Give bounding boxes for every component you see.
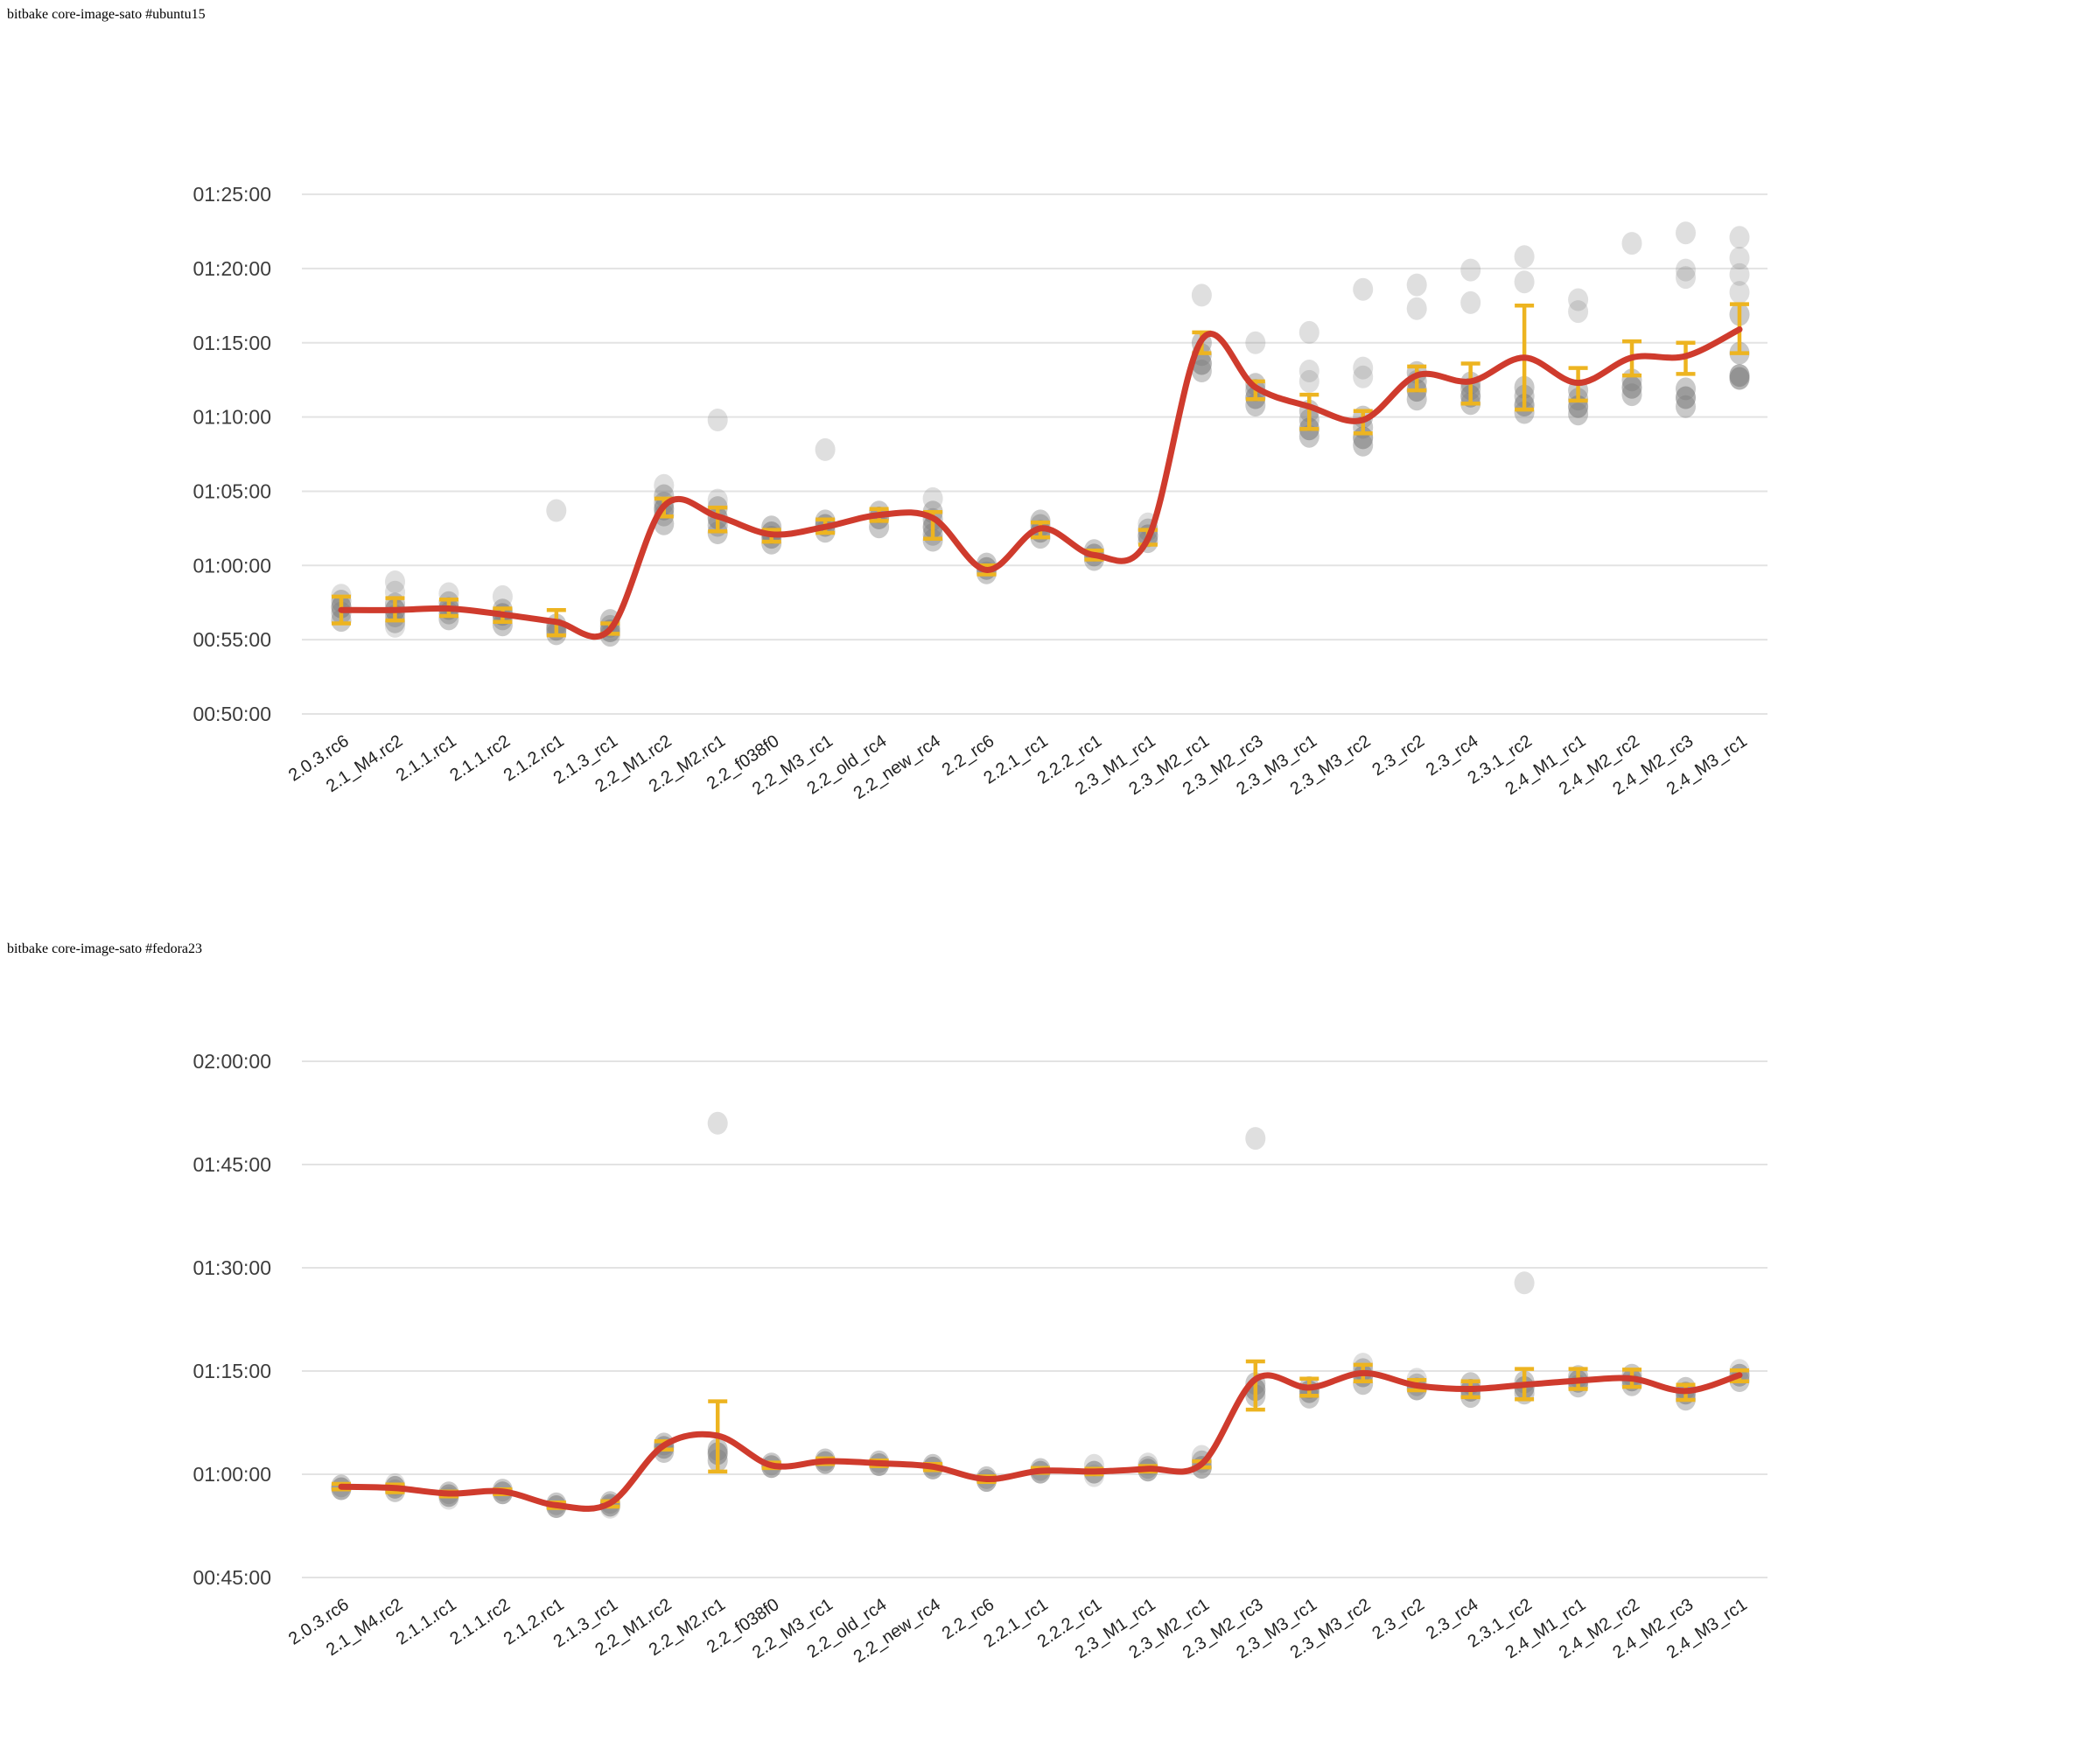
x-tick-label: 2.1.1.rc2 (446, 731, 514, 786)
y-tick-label: 01:15:00 (192, 332, 271, 354)
scatter-point (1676, 221, 1696, 245)
x-tick-label: 2.3_rc2 (1368, 1595, 1428, 1644)
trend-line (338, 1369, 1743, 1512)
y-tick-label: 01:00:00 (192, 554, 271, 577)
scatter-point (1406, 297, 1427, 320)
chart-fedora23: 00:45:00 01:00:00 01:15:00 01:30:00 01:45:00… (192, 1050, 1768, 1667)
scatter-point (1621, 375, 1642, 399)
x-tick-label: 2.3_rc2 (1368, 731, 1428, 780)
scatter-point (1514, 245, 1535, 269)
scatter-point (1621, 232, 1642, 255)
chart-title-fedora23: bitbake core-image-sato #fedora23 (7, 941, 203, 956)
scatter-point (1729, 364, 1750, 388)
x-tick-label: 2.1.1.rc1 (393, 731, 460, 786)
y-tick-label: 01:05:00 (192, 480, 271, 503)
y-tick-label: 01:30:00 (192, 1256, 271, 1279)
scatter-point (1676, 377, 1696, 401)
scatter-point (1298, 360, 1320, 382)
chart-ubuntu15: 00:50:00 00:55:00 01:00:00 01:05:00 01:10:00… (192, 183, 1768, 803)
scatter-point (1298, 369, 1320, 393)
scatter-point (1729, 247, 1750, 269)
scatter-point (1676, 386, 1696, 409)
y-tick-label: 00:55:00 (192, 628, 271, 651)
scatter-point (707, 409, 728, 431)
error-bar (1299, 392, 1320, 431)
scatter-point (1514, 1271, 1535, 1295)
scatter-point (707, 1111, 728, 1135)
scatter-point (385, 570, 405, 593)
scatter-point (922, 486, 943, 510)
y-tick-label: 02:00:00 (192, 1050, 271, 1073)
scatter-point (1245, 1127, 1266, 1151)
chart-title-ubuntu15: bitbake core-image-sato #ubuntu15 (7, 7, 206, 22)
y-tick-label: 00:50:00 (192, 703, 271, 725)
scatter-point (1353, 365, 1374, 388)
x-tick-label: 2.1.1.rc1 (393, 1595, 460, 1649)
scatter-point (1298, 320, 1320, 344)
scatter-point (492, 584, 513, 608)
y-tick-label: 01:10:00 (192, 406, 271, 429)
scatter-point (1676, 266, 1696, 290)
scatter-point (1245, 331, 1266, 354)
y-tick-label: 01:00:00 (192, 1463, 271, 1486)
scatter-point (1729, 262, 1750, 286)
scatter-point (1460, 290, 1481, 314)
scatter-point (1676, 258, 1696, 282)
scatter-point (1353, 277, 1374, 301)
scatter-point (546, 499, 567, 522)
scatter-point (1406, 273, 1427, 297)
y-tick-label: 01:25:00 (192, 183, 271, 206)
y-tick-label: 01:45:00 (192, 1153, 271, 1176)
scatter-point (1460, 258, 1481, 282)
scatter-point (1568, 300, 1589, 324)
y-tick-label: 01:20:00 (192, 257, 271, 280)
scatter-point (1729, 226, 1750, 249)
scatter-point (1191, 283, 1212, 307)
scatter-point (1729, 281, 1750, 304)
scatter-point (654, 473, 675, 497)
scatter-point (1353, 356, 1374, 380)
y-tick-label: 01:15:00 (192, 1360, 271, 1382)
trend-line (338, 326, 1743, 640)
scatter-point (1514, 270, 1535, 294)
y-tick-label: 00:45:00 (192, 1566, 271, 1589)
scatter-point (815, 437, 836, 461)
scatter-point (1568, 288, 1589, 311)
x-tick-label: 2.1.1.rc2 (446, 1595, 514, 1649)
error-bar (1245, 1359, 1265, 1412)
